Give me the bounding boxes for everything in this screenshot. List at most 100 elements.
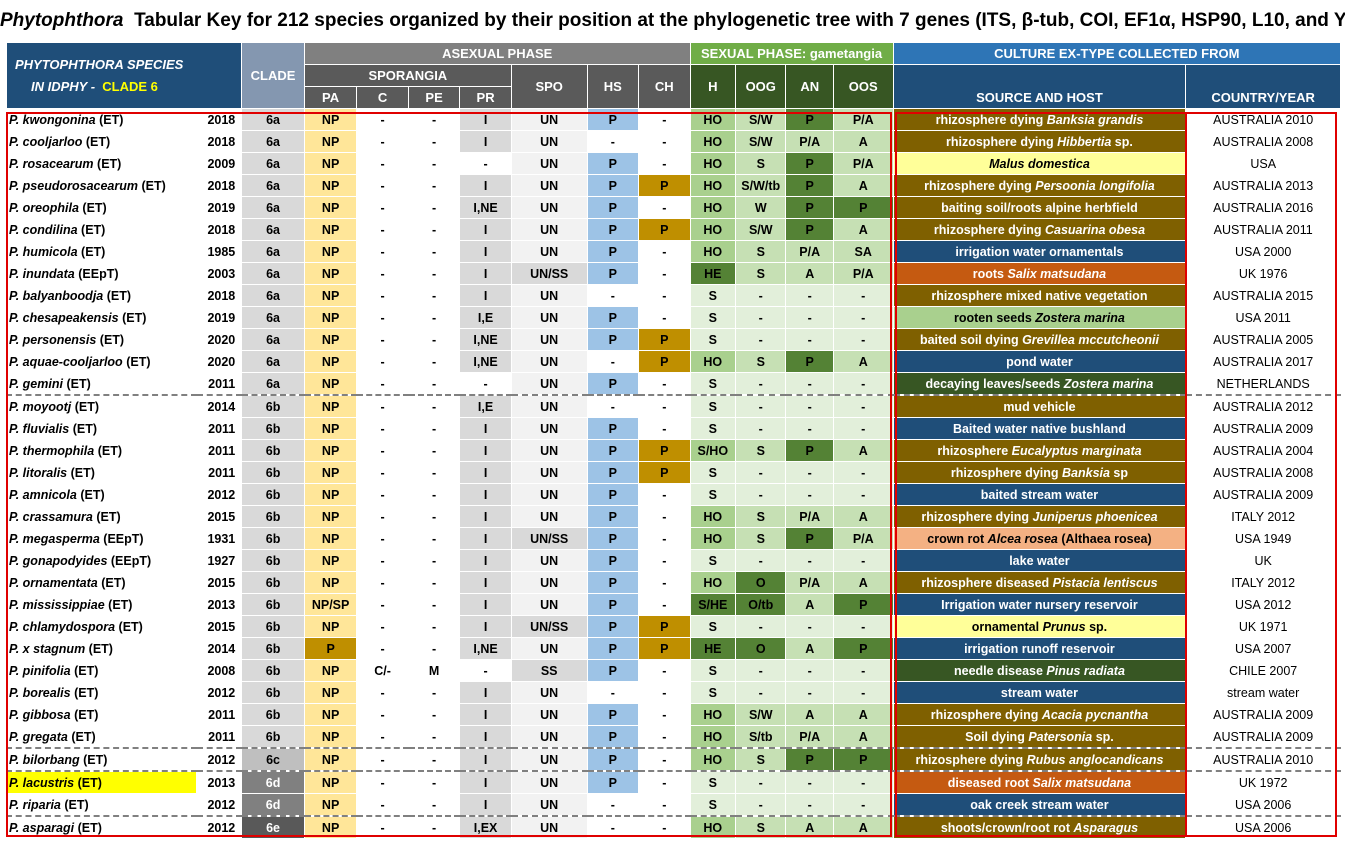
h: S <box>689 793 737 817</box>
pr: I <box>459 703 512 726</box>
species-italic: P. gonapodyides <box>9 553 108 568</box>
oog: S/W/tb <box>734 174 787 197</box>
country-year: AUSTRALIA 2015 <box>1185 284 1341 307</box>
c: - <box>356 793 409 817</box>
source-host: pond water <box>892 350 1187 373</box>
hs: - <box>586 130 640 153</box>
clade: 6a <box>241 218 305 241</box>
host-text: Juniperus phoenicea <box>1032 509 1158 524</box>
species-table: PHYTOPHTHORA SPECIES IN IDPHY - CLADE 6 … <box>5 42 1342 839</box>
pa: NP <box>303 196 358 219</box>
species-name: P. pinifolia (ET) <box>6 659 197 682</box>
clade: 6a <box>241 372 305 396</box>
oos: P <box>832 637 894 660</box>
pr: I <box>459 108 512 131</box>
type-tag: (EEpT) <box>78 266 119 281</box>
pe: - <box>407 196 461 219</box>
clade: 6b <box>241 593 305 616</box>
spo: UN <box>510 461 588 484</box>
pa: NP <box>303 394 358 418</box>
host-text: Zostera marina <box>1035 310 1125 325</box>
clade: 6d <box>241 793 305 817</box>
type-tag: (ET) <box>97 443 123 458</box>
clade: 6a <box>241 284 305 307</box>
an: A <box>785 593 834 616</box>
table-row: P. chlamydospora (ET) 2015 6b NP - - I UN/SS P P S… <box>6 615 1341 638</box>
an: A <box>785 262 834 285</box>
pe: - <box>407 505 461 528</box>
oog: - <box>734 483 787 506</box>
source-text: lake water <box>1009 553 1070 568</box>
oos: - <box>832 306 894 329</box>
an: - <box>785 372 834 396</box>
year: 2018 <box>195 218 243 241</box>
species-italic: P. aquae-cooljarloo <box>9 354 123 369</box>
country-year: USA 2011 <box>1185 306 1341 329</box>
oos: - <box>832 372 894 396</box>
source-text: rhizosphere dying <box>933 222 1045 237</box>
year: 2014 <box>195 637 243 660</box>
clade: 6b <box>241 703 305 726</box>
hs: P <box>586 328 640 351</box>
table-row: P. amnicola (ET) 2012 6b NP - - I UN P - S - - - baite… <box>6 483 1341 506</box>
oos: - <box>832 394 894 418</box>
type-tag: (ET) <box>108 597 133 612</box>
c: - <box>356 350 409 373</box>
clade: 6b <box>241 483 305 506</box>
source-suffix: sp. <box>1092 729 1114 744</box>
species-italic: P. oreophila <box>9 200 79 215</box>
pa: NP/SP <box>303 593 358 616</box>
pe: - <box>407 681 461 704</box>
ch: - <box>638 703 691 726</box>
species-name: P. kwongonina (ET) <box>6 108 197 131</box>
species-name: P. borealis (ET) <box>6 681 197 704</box>
type-tag: (ET) <box>74 707 99 722</box>
country-year: AUSTRALIA 2010 <box>1185 108 1341 131</box>
source-text: crown rot <box>927 531 988 546</box>
oog: - <box>734 615 787 638</box>
oos: A <box>832 174 894 197</box>
c: - <box>356 593 409 616</box>
ch: - <box>638 152 691 175</box>
an: - <box>785 483 834 506</box>
host-text: Rubus anglocandicans <box>1026 752 1164 767</box>
oos: A <box>832 218 894 241</box>
ch: - <box>638 483 691 506</box>
pe: - <box>407 417 461 440</box>
ch: - <box>638 196 691 219</box>
col-country: COUNTRY/YEAR <box>1185 64 1341 109</box>
c: - <box>356 439 409 462</box>
pa: NP <box>303 815 358 839</box>
hs: P <box>586 703 640 726</box>
source-host: rhizosphere diseased Pistacia lentiscus <box>892 571 1187 594</box>
pa: NP <box>303 483 358 506</box>
an: - <box>785 394 834 418</box>
species-name: P. x stagnum (ET) <box>6 637 197 660</box>
pr: I <box>459 681 512 704</box>
spo: UN <box>510 571 588 594</box>
year: 2012 <box>195 747 243 772</box>
h: HO <box>689 108 737 131</box>
pa: NP <box>303 130 358 153</box>
species-name: P. mississippiae (ET) <box>6 593 197 616</box>
pa: NP <box>303 770 358 794</box>
species-italic: P. chesapeakensis <box>9 310 119 325</box>
pe: - <box>407 130 461 153</box>
source-host: rhizosphere dying Casuarina obesa <box>892 218 1187 241</box>
year: 1985 <box>195 240 243 263</box>
clade: 6b <box>241 637 305 660</box>
source-text: baited stream water <box>980 487 1099 502</box>
oos: A <box>832 815 894 839</box>
oog: S <box>734 240 787 263</box>
source-host: oak creek stream water <box>892 793 1187 817</box>
country-year: USA 1949 <box>1185 527 1341 550</box>
species-italic: P. ornamentata <box>9 575 98 590</box>
col-h: H <box>689 64 737 109</box>
oog: - <box>734 793 787 817</box>
source-host: rhizosphere dying Acacia pycnantha <box>892 703 1187 726</box>
hs: P <box>586 593 640 616</box>
oog: W <box>734 196 787 219</box>
col-spo: SPO <box>510 64 588 109</box>
spo: UN <box>510 439 588 462</box>
